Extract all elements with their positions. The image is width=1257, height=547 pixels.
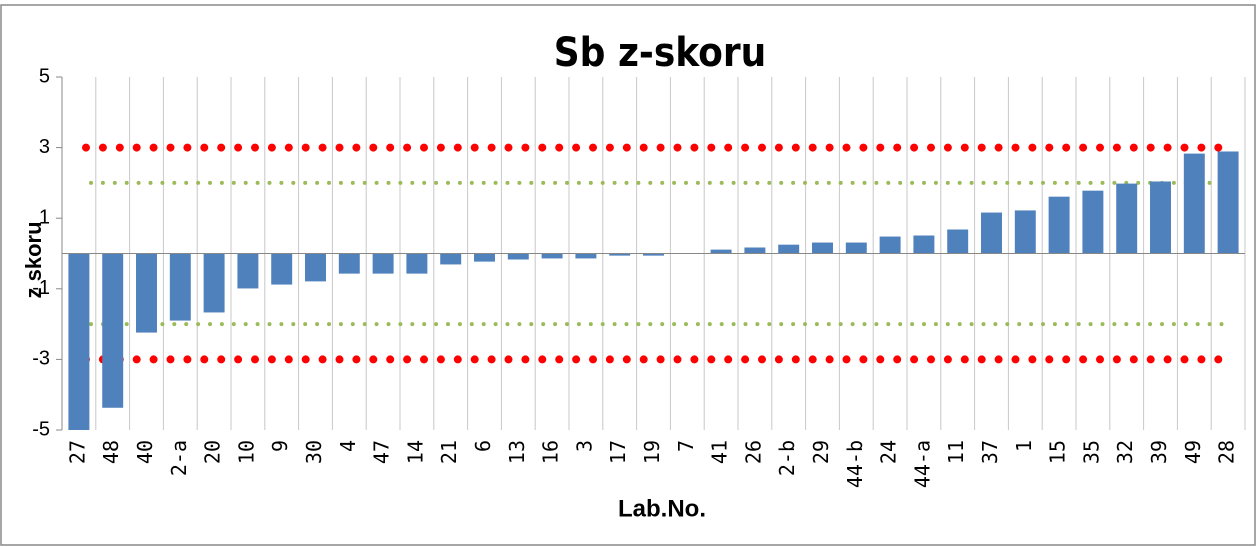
- bar: [102, 253, 124, 408]
- x-tick-label: 37: [978, 440, 1002, 464]
- x-tick-label: 1: [1012, 440, 1036, 452]
- x-tick-label: 16: [539, 440, 563, 464]
- bar: [1150, 181, 1171, 254]
- bar: [1048, 196, 1070, 254]
- x-tick-label: 27: [65, 440, 89, 464]
- x-tick-label: 48: [99, 440, 123, 464]
- bar: [440, 253, 462, 265]
- bar: [913, 235, 935, 254]
- bar: [947, 229, 969, 254]
- x-tick-label: 41: [708, 440, 732, 464]
- x-tick-label: 32: [1113, 440, 1137, 464]
- bar: [237, 253, 259, 289]
- y-tick-label: 5: [39, 65, 50, 87]
- x-tick-label: 20: [201, 440, 225, 464]
- x-tick-label: 7: [674, 440, 698, 452]
- bar: [609, 253, 631, 256]
- x-tick-label: 49: [1181, 440, 1205, 464]
- bar: [1116, 183, 1138, 254]
- x-tick-label: 44-b: [843, 440, 867, 488]
- x-tick-label: 28: [1215, 440, 1239, 464]
- x-tick-label: 6: [471, 440, 495, 452]
- bar: [1217, 151, 1239, 254]
- bar: [68, 253, 90, 430]
- x-tick-label: 30: [302, 440, 326, 464]
- x-tick-label: 35: [1079, 440, 1103, 464]
- bar: [474, 253, 495, 262]
- x-tick-label: 9: [268, 440, 292, 452]
- bar: [203, 253, 225, 313]
- y-tick-label: -1: [32, 277, 50, 299]
- x-tick-label: 15: [1046, 440, 1070, 464]
- bar: [1183, 153, 1205, 254]
- bar: [981, 212, 1002, 254]
- x-tick-label: 21: [437, 440, 461, 464]
- bar: [406, 253, 428, 274]
- chart-title: Sb z-skoru: [554, 30, 766, 76]
- x-tick-label: 17: [606, 440, 630, 464]
- x-tick-label: 19: [640, 440, 664, 464]
- x-tick-label: 2-b: [775, 440, 799, 476]
- x-tick-label: 11: [944, 440, 968, 464]
- x-tick-label: 39: [1147, 440, 1171, 464]
- bar: [643, 253, 664, 256]
- y-tick-label: 3: [39, 136, 50, 158]
- x-tick-label: 47: [370, 440, 394, 464]
- x-tick-label: 14: [403, 440, 427, 464]
- bar: [812, 242, 833, 254]
- bar: [541, 253, 563, 259]
- x-tick-label: 4: [336, 440, 360, 452]
- bar: [507, 253, 529, 260]
- bar: [338, 253, 360, 274]
- x-tick-label: 2-a: [167, 440, 191, 476]
- bar: [136, 253, 157, 333]
- y-tick-label: 1: [39, 206, 50, 228]
- bar: [271, 253, 293, 285]
- bar: [305, 253, 326, 282]
- x-tick-label: 44-a: [910, 440, 934, 488]
- bar: [575, 253, 597, 259]
- x-tick-label: 26: [741, 440, 765, 464]
- bar: [744, 247, 766, 254]
- x-tick-label: 40: [133, 440, 157, 464]
- y-tick-label: -3: [32, 348, 50, 370]
- bar: [1014, 210, 1036, 254]
- x-tick-label: 29: [809, 440, 833, 464]
- bar: [879, 236, 901, 254]
- x-tick-label: 13: [505, 440, 529, 464]
- x-axis-label: Lab.No.: [618, 495, 706, 522]
- bar: [845, 242, 867, 254]
- bar: [372, 253, 394, 274]
- bar: [1082, 190, 1104, 254]
- bar: [778, 244, 800, 254]
- y-axis-label: z skoru: [21, 221, 46, 298]
- x-tick-label: 10: [234, 440, 258, 464]
- x-tick-label: 3: [572, 440, 596, 452]
- y-tick-label: -5: [32, 418, 50, 440]
- bar: [710, 249, 732, 254]
- x-tick-label: 24: [877, 440, 901, 464]
- bar: [169, 253, 191, 321]
